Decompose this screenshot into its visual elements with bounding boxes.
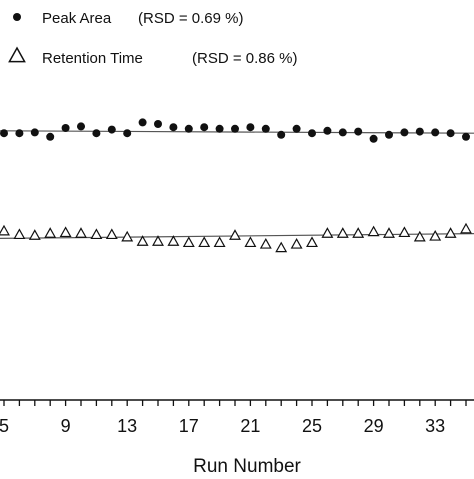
peak-area-point bbox=[261, 124, 270, 133]
retention-time-point bbox=[75, 227, 87, 238]
peak-area-point bbox=[369, 134, 378, 143]
retention-time-point bbox=[59, 226, 72, 238]
peak-area-point bbox=[446, 129, 455, 138]
retention-time-point bbox=[13, 228, 26, 240]
peak-area-point bbox=[462, 132, 470, 141]
peak-area-point bbox=[107, 125, 116, 134]
peak-area-point bbox=[231, 124, 239, 133]
retention-time-point bbox=[290, 237, 303, 249]
x-tick-label: 29 bbox=[364, 416, 384, 436]
retention-time-point bbox=[336, 227, 349, 238]
peak-area-point bbox=[138, 118, 147, 127]
peak-area-point bbox=[308, 129, 316, 138]
x-axis-title: Run Number bbox=[193, 456, 301, 474]
peak-area-point bbox=[154, 120, 162, 128]
retention-time-point bbox=[413, 230, 426, 242]
legend-rsd-note: (RSD = 0.69 %) bbox=[138, 10, 243, 27]
peak-area-point bbox=[431, 128, 440, 137]
retention-time-point bbox=[429, 229, 442, 241]
peak-area-point bbox=[338, 128, 347, 137]
retention-time-point bbox=[352, 227, 365, 238]
peak-area-point bbox=[77, 122, 85, 131]
peak-area-point bbox=[354, 127, 363, 136]
retention-time-point bbox=[0, 224, 10, 236]
peak-area-point bbox=[184, 124, 193, 133]
retention-time-point bbox=[306, 236, 318, 248]
retention-time-point bbox=[367, 225, 380, 237]
peak-area-point bbox=[323, 126, 332, 135]
retention-time-point bbox=[105, 228, 118, 240]
peak-area-point bbox=[400, 128, 409, 137]
peak-area-point bbox=[123, 129, 132, 138]
peak-area-point bbox=[277, 130, 286, 139]
legend-label: Peak Area bbox=[42, 10, 112, 27]
peak-area-point bbox=[385, 130, 393, 139]
retention-time-point bbox=[383, 227, 395, 238]
legend-label: Retention Time bbox=[42, 50, 143, 67]
retention-time-point bbox=[121, 230, 134, 242]
retention-time-point bbox=[152, 235, 164, 246]
x-tick-label: 13 bbox=[117, 416, 137, 436]
peak-area-point bbox=[415, 127, 424, 136]
retention-time-point bbox=[398, 226, 411, 238]
data-points bbox=[0, 118, 472, 253]
x-tick-label: 25 bbox=[302, 416, 322, 436]
retention-time-point bbox=[90, 228, 103, 240]
retention-time-point bbox=[167, 235, 180, 246]
peak-area-point bbox=[200, 123, 209, 132]
retention-time-point bbox=[28, 229, 41, 240]
retention-time-point bbox=[444, 227, 457, 238]
peak-area-point bbox=[30, 128, 39, 137]
retention-time-point bbox=[136, 235, 149, 246]
retention-time-point bbox=[244, 236, 257, 248]
peak-area-point bbox=[246, 123, 255, 132]
legend-marker-triangle bbox=[8, 46, 26, 63]
legend: Peak Area (RSD = 0.69 %) Retention Time (RS… bbox=[8, 10, 297, 67]
peak-area-point bbox=[61, 124, 70, 132]
retention-time-point bbox=[275, 241, 288, 253]
peak-area-point bbox=[215, 124, 224, 133]
x-tick-label: 21 bbox=[240, 416, 260, 436]
trend-lines bbox=[0, 130, 474, 239]
peak-area-point bbox=[0, 129, 8, 138]
peak-area-point bbox=[46, 132, 55, 141]
x-tick-label: 9 bbox=[61, 416, 71, 436]
retention-time-point bbox=[213, 236, 226, 248]
peak-area-point bbox=[15, 129, 24, 138]
peak-area-point bbox=[92, 129, 101, 138]
legend-rsd-note: (RSD = 0.86 %) bbox=[192, 50, 297, 67]
retention-time-point bbox=[259, 237, 272, 249]
peak-area-point bbox=[292, 124, 301, 133]
retention-time-point bbox=[44, 227, 57, 238]
x-tick-label: 33 bbox=[425, 416, 445, 436]
retention-time-point bbox=[321, 227, 334, 238]
x-tick-label: 17 bbox=[179, 416, 199, 436]
retention-time-point bbox=[229, 229, 241, 240]
retention-time-point bbox=[460, 222, 472, 234]
x-axis: 5 9 13 17 21 25 29 33 bbox=[0, 399, 474, 436]
retention-time-point bbox=[182, 236, 195, 248]
retention-time-point bbox=[198, 236, 211, 248]
legend-marker-circle bbox=[13, 13, 21, 21]
peak-area-point bbox=[169, 123, 178, 132]
x-tick-label: 5 bbox=[0, 416, 9, 436]
